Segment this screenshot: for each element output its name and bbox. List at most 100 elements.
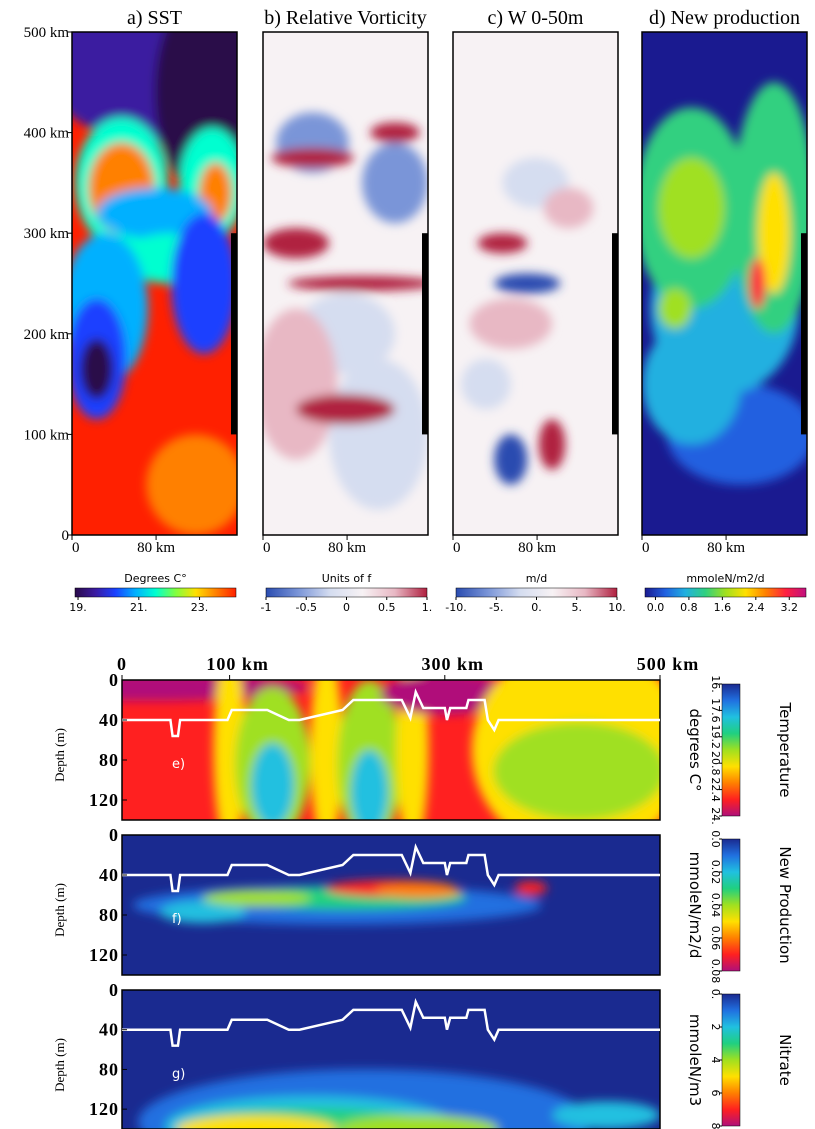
panel-title: b) Relative Vorticity: [264, 7, 427, 29]
field-shape: [263, 308, 338, 460]
field-shape: [749, 258, 766, 309]
field-shape: [552, 1101, 660, 1129]
y-tick-label: 120: [89, 790, 119, 810]
field-shapes: [461, 157, 594, 485]
field-shape: [461, 358, 511, 410]
field-shape: [159, 900, 246, 924]
colorbar-tick-label: 0.: [709, 989, 722, 1000]
field-shape: [96, 187, 213, 239]
field-shape: [362, 142, 428, 224]
x-tick-label: 80 km: [707, 540, 745, 556]
frame: [121, 679, 661, 821]
y-tick-label: 80: [99, 905, 119, 925]
quantity-label: Nitrate: [776, 1034, 794, 1086]
mixed-layer-line: [122, 843, 660, 893]
field-shape: [146, 434, 237, 535]
colorbar-tick-label: -10.: [445, 601, 466, 614]
y-tick-label: 100 km: [24, 427, 70, 443]
colorbar-tick-label: 16.: [709, 675, 722, 693]
colorbar-title: mmoleN/m2/d: [686, 852, 704, 959]
field-shape: [396, 680, 429, 820]
field-shape: [251, 743, 295, 820]
colorbar-tick-label: 0.8: [680, 601, 698, 614]
colorbar-tick-label: 0.5: [378, 601, 396, 614]
colorbar-title: m/d: [526, 572, 547, 585]
colorbar-tick-label: 2.4: [747, 601, 765, 614]
colorbar-tick-label: -0.5: [296, 601, 317, 614]
x-tick-label: 100 km: [206, 654, 269, 674]
y-axis-label: Depth (m): [52, 728, 67, 782]
field-shapes: [642, 82, 807, 485]
panel-title: d) New production: [649, 7, 800, 29]
field-shape: [658, 288, 692, 329]
frame: [121, 834, 661, 976]
field-shape: [469, 298, 552, 349]
colorbar-tick-label: 0.0: [647, 601, 665, 614]
field-shape: [296, 394, 395, 425]
field: [72, 32, 237, 535]
colorbar-tick-label: 8: [709, 1123, 722, 1129]
panel-label: e): [172, 757, 185, 772]
field-shape: [538, 419, 566, 470]
field-shape: [287, 275, 428, 292]
x-tick-label: 0: [642, 540, 650, 556]
colorbar: [74, 587, 237, 598]
colorbar: [265, 587, 428, 598]
colorbar-title: Degrees C°: [124, 572, 186, 585]
field-shape: [658, 157, 725, 259]
field-shape: [374, 884, 461, 898]
marker-bar: [801, 233, 807, 435]
panel-title: a) SST: [127, 7, 182, 29]
field: [122, 990, 660, 1129]
quantity-label: New Production: [776, 846, 794, 963]
colorbar-tick-label: 0.: [531, 601, 542, 614]
x-tick-label: 0: [453, 540, 461, 556]
colorbar-tick-label: -5.: [489, 601, 503, 614]
field-shapes: [138, 1069, 660, 1129]
y-tick-label: 40: [99, 865, 119, 885]
y-tick-label: 0: [62, 528, 70, 544]
y-tick-label: 200 km: [24, 327, 70, 343]
y-tick-label: 0: [109, 825, 119, 845]
field-shape: [543, 187, 594, 229]
field-shape: [271, 147, 354, 168]
field: [263, 32, 428, 535]
colorbar-tick-label: 0.08: [709, 959, 722, 984]
x-tick-label: 80 km: [518, 540, 556, 556]
y-axis-label: Depth (m): [52, 1038, 67, 1092]
colorbar: [721, 993, 741, 1127]
field-shape: [202, 889, 311, 907]
y-tick-label: 120: [89, 1099, 119, 1119]
colorbar-tick-label: 0.02: [709, 860, 722, 885]
field-shape: [642, 323, 741, 445]
x-tick-label: 0: [72, 540, 80, 556]
colorbar-tick-label: 23.: [191, 601, 209, 614]
colorbar-tick-label: 19.: [69, 601, 87, 614]
field-shape: [329, 358, 428, 510]
panel-title: c) W 0-50m: [488, 7, 584, 29]
y-tick-label: 40: [99, 710, 119, 730]
colorbar-tick-label: 6: [709, 1090, 722, 1097]
marker-bar: [422, 233, 428, 435]
x-tick-label: 0: [263, 540, 271, 556]
field-shapes: [72, 32, 237, 535]
colorbar-tick-label: 5.: [572, 601, 583, 614]
y-tick-label: 40: [99, 1020, 119, 1040]
mixed-layer-line: [122, 688, 660, 738]
y-tick-label: 400 km: [24, 126, 70, 142]
colorbar-tick-label: 17.6: [709, 698, 722, 723]
field-shape: [370, 122, 420, 143]
colorbar-title: degrees C°: [686, 708, 704, 791]
colorbar-title: mmoleN/m3: [686, 1014, 704, 1106]
quantity-label: Temperature: [776, 701, 794, 797]
field-shape: [493, 722, 660, 820]
field-shape: [263, 228, 329, 259]
colorbar-tick-label: 10.: [608, 601, 626, 614]
colorbar-tick-label: 0.0: [709, 830, 722, 848]
field-shape: [171, 213, 237, 354]
colorbar-tick-label: 3.2: [781, 601, 799, 614]
colorbar-tick-label: 1.: [422, 601, 433, 614]
field-shape: [757, 172, 791, 294]
y-tick-label: 80: [99, 750, 119, 770]
